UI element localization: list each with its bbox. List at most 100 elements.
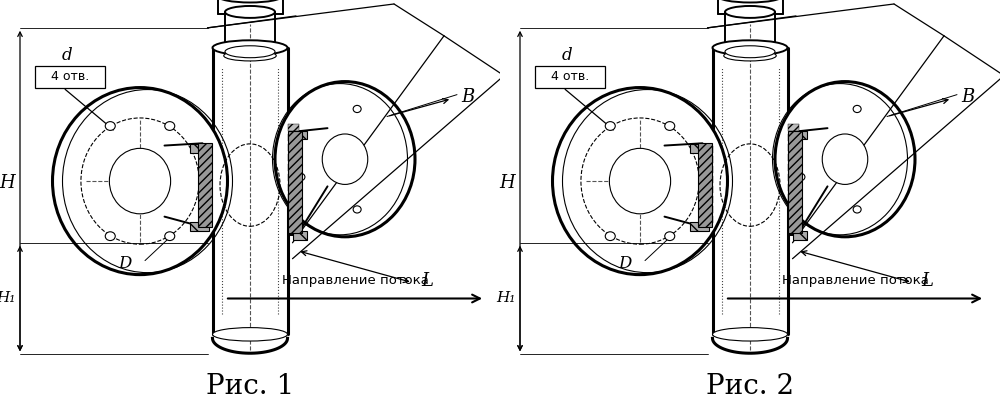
Bar — [292, 131, 306, 139]
Bar — [288, 144, 298, 151]
Bar — [288, 194, 298, 201]
Text: d: d — [61, 47, 72, 64]
Bar — [201, 146, 212, 153]
Ellipse shape — [712, 328, 788, 341]
Bar — [35, 66, 105, 88]
Ellipse shape — [225, 6, 275, 18]
Bar — [198, 143, 212, 227]
Bar — [201, 196, 212, 203]
Bar — [288, 184, 298, 191]
Bar — [690, 144, 709, 153]
Bar — [788, 204, 798, 211]
Bar — [702, 206, 712, 213]
Ellipse shape — [165, 122, 175, 131]
Bar — [288, 131, 302, 233]
Bar — [288, 124, 298, 131]
Ellipse shape — [105, 232, 115, 240]
Bar — [788, 124, 798, 131]
Bar — [201, 156, 212, 163]
Bar — [788, 154, 798, 161]
Bar — [702, 146, 712, 153]
Text: 4 отв.: 4 отв. — [551, 70, 589, 83]
Text: B: B — [461, 88, 474, 105]
Bar — [535, 66, 605, 88]
Ellipse shape — [665, 232, 675, 240]
Ellipse shape — [724, 51, 776, 61]
Ellipse shape — [609, 148, 671, 214]
Text: H: H — [0, 174, 15, 192]
Bar — [788, 194, 798, 201]
Text: D: D — [618, 255, 632, 272]
Bar — [690, 222, 709, 231]
Ellipse shape — [275, 82, 415, 237]
Bar — [288, 154, 298, 161]
Ellipse shape — [297, 174, 305, 181]
Bar — [698, 143, 712, 227]
Bar — [702, 186, 712, 193]
Bar — [288, 164, 298, 171]
Text: d: d — [561, 47, 572, 64]
Bar — [702, 156, 712, 163]
Ellipse shape — [665, 122, 675, 131]
Bar — [190, 144, 209, 153]
Bar — [702, 166, 712, 173]
Bar — [288, 204, 298, 211]
Bar — [702, 196, 712, 203]
Bar — [788, 174, 798, 181]
Text: Направление потока: Направление потока — [282, 274, 428, 287]
Bar — [201, 186, 212, 193]
Text: L: L — [922, 271, 934, 290]
Ellipse shape — [165, 232, 175, 240]
Ellipse shape — [109, 148, 171, 214]
Bar — [702, 176, 712, 183]
Ellipse shape — [225, 46, 275, 58]
Ellipse shape — [718, 0, 782, 2]
Ellipse shape — [105, 122, 115, 131]
Ellipse shape — [853, 206, 861, 213]
Bar — [292, 231, 306, 240]
Bar — [792, 231, 806, 240]
Ellipse shape — [212, 328, 288, 341]
Bar — [288, 174, 298, 181]
Ellipse shape — [552, 88, 728, 275]
Bar — [288, 134, 298, 141]
Bar — [201, 176, 212, 183]
Text: H₁: H₁ — [0, 291, 16, 306]
Ellipse shape — [353, 105, 361, 113]
Text: D: D — [118, 255, 132, 272]
Bar — [190, 222, 209, 231]
Ellipse shape — [822, 134, 868, 184]
Ellipse shape — [853, 105, 861, 113]
Bar — [201, 166, 212, 173]
Ellipse shape — [52, 88, 228, 275]
Bar — [788, 144, 798, 151]
Text: B: B — [961, 88, 974, 105]
Ellipse shape — [218, 0, 283, 2]
Bar — [788, 164, 798, 171]
Bar — [788, 131, 802, 233]
Ellipse shape — [775, 82, 915, 237]
Ellipse shape — [797, 174, 805, 181]
Ellipse shape — [224, 51, 276, 61]
Bar — [201, 206, 212, 213]
Text: H₁: H₁ — [496, 291, 516, 306]
Text: 4 отв.: 4 отв. — [51, 70, 89, 83]
Text: Рис. 2: Рис. 2 — [706, 373, 794, 398]
Text: H: H — [500, 174, 515, 192]
Ellipse shape — [605, 232, 615, 240]
Bar — [792, 131, 806, 139]
Bar — [201, 216, 212, 223]
Bar — [702, 216, 712, 223]
Ellipse shape — [605, 122, 615, 131]
Ellipse shape — [712, 40, 788, 55]
Text: Рис. 1: Рис. 1 — [206, 373, 294, 398]
Ellipse shape — [212, 40, 288, 55]
Bar — [788, 134, 798, 141]
Ellipse shape — [353, 206, 361, 213]
Ellipse shape — [725, 6, 775, 18]
Ellipse shape — [725, 46, 775, 58]
Ellipse shape — [322, 134, 368, 184]
Bar — [788, 184, 798, 191]
Text: Направление потока: Направление потока — [782, 274, 928, 287]
Text: L: L — [422, 271, 434, 290]
